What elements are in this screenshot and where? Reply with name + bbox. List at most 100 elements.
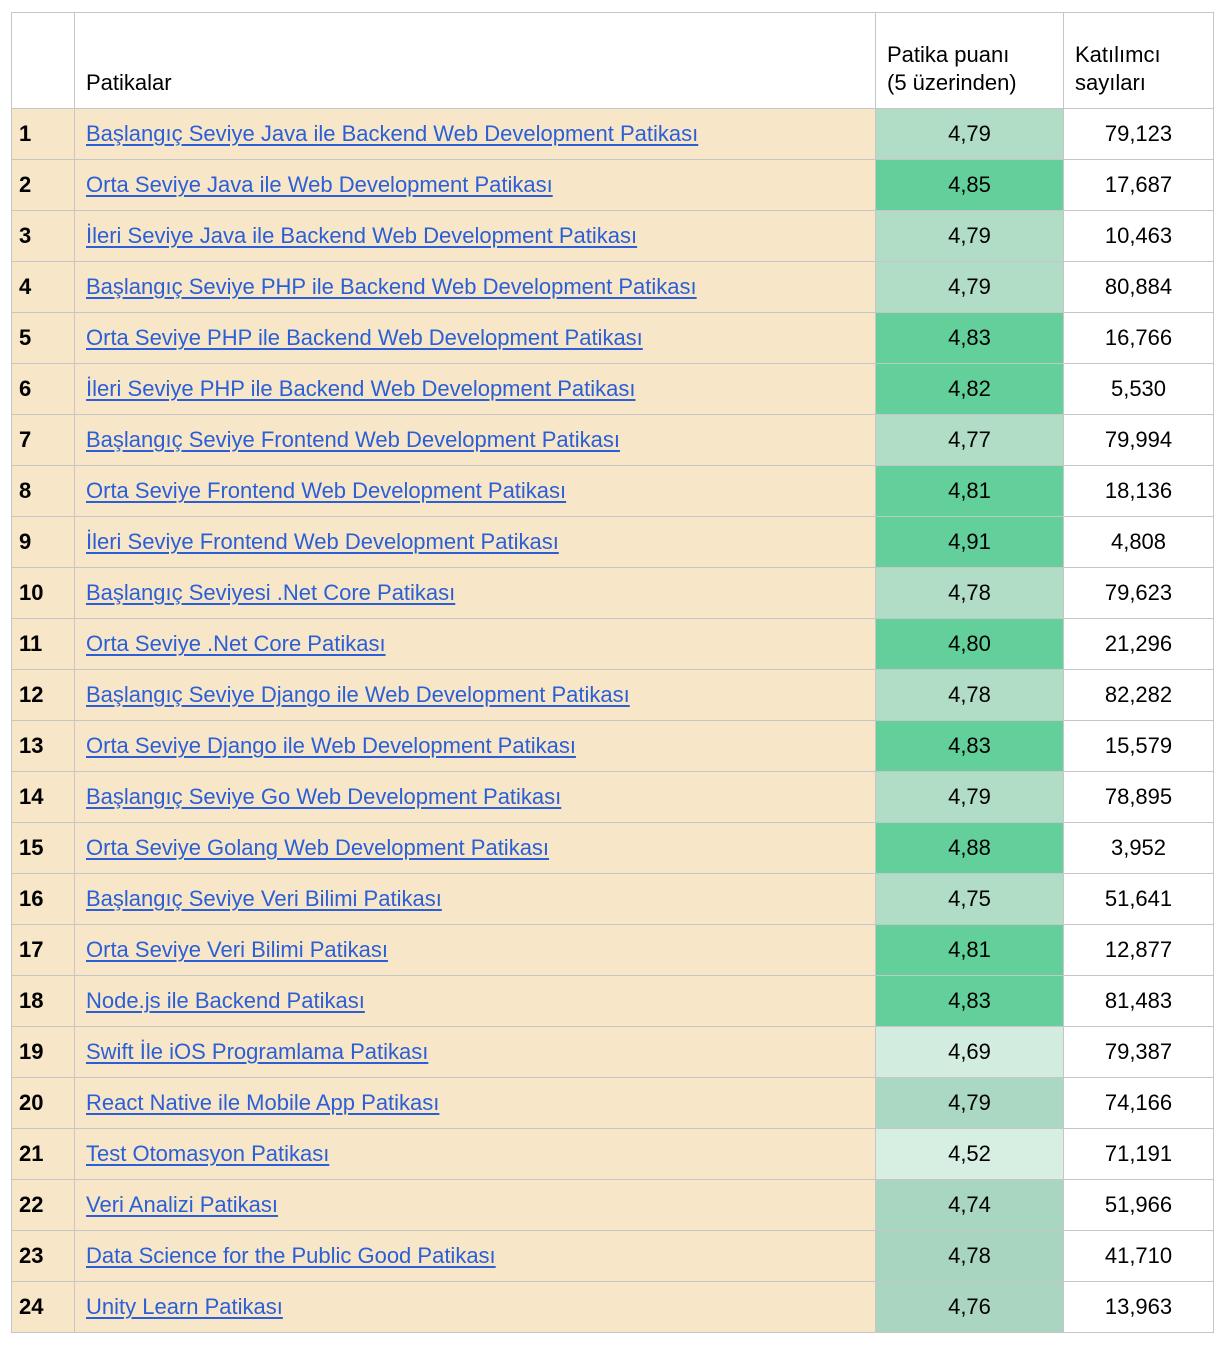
header-participants-line1: Katılımcı bbox=[1075, 42, 1161, 67]
path-link[interactable]: Orta Seviye Django ile Web Development P… bbox=[86, 733, 576, 758]
row-score: 4,79 bbox=[876, 1078, 1064, 1129]
row-title-cell: Swift İle iOS Programlama Patikası bbox=[75, 1027, 876, 1078]
table-body: 1 Başlangıç Seviye Java ile Backend Web … bbox=[12, 109, 1214, 1333]
row-score: 4,83 bbox=[876, 313, 1064, 364]
row-title-cell: Başlangıç Seviye Go Web Development Pati… bbox=[75, 772, 876, 823]
row-score: 4,81 bbox=[876, 466, 1064, 517]
table-row: 16 Başlangıç Seviye Veri Bilimi Patikası… bbox=[12, 874, 1214, 925]
path-link[interactable]: Başlangıç Seviye Veri Bilimi Patikası bbox=[86, 886, 442, 911]
row-participants: 81,483 bbox=[1064, 976, 1214, 1027]
path-link[interactable]: Orta Seviye PHP ile Backend Web Developm… bbox=[86, 325, 643, 350]
header-participants: Katılımcı sayıları bbox=[1064, 13, 1214, 109]
row-score: 4,52 bbox=[876, 1129, 1064, 1180]
path-link[interactable]: Başlangıç Seviye Django ile Web Developm… bbox=[86, 682, 630, 707]
table-row: 5 Orta Seviye PHP ile Backend Web Develo… bbox=[12, 313, 1214, 364]
row-score: 4,83 bbox=[876, 976, 1064, 1027]
path-link[interactable]: Orta Seviye Golang Web Development Patik… bbox=[86, 835, 549, 860]
row-rank: 16 bbox=[12, 874, 75, 925]
path-link[interactable]: Data Science for the Public Good Patikas… bbox=[86, 1243, 496, 1268]
row-rank: 5 bbox=[12, 313, 75, 364]
path-link[interactable]: Swift İle iOS Programlama Patikası bbox=[86, 1039, 428, 1064]
row-rank: 8 bbox=[12, 466, 75, 517]
header-score-line1: Patika puanı bbox=[887, 42, 1009, 67]
table-row: 9 İleri Seviye Frontend Web Development … bbox=[12, 517, 1214, 568]
row-rank: 20 bbox=[12, 1078, 75, 1129]
path-link[interactable]: Unity Learn Patikası bbox=[86, 1294, 283, 1319]
row-title-cell: Test Otomasyon Patikası bbox=[75, 1129, 876, 1180]
row-participants: 17,687 bbox=[1064, 160, 1214, 211]
row-rank: 3 bbox=[12, 211, 75, 262]
row-rank: 19 bbox=[12, 1027, 75, 1078]
row-score: 4,80 bbox=[876, 619, 1064, 670]
row-participants: 18,136 bbox=[1064, 466, 1214, 517]
row-rank: 1 bbox=[12, 109, 75, 160]
table-row: 11 Orta Seviye .Net Core Patikası 4,80 2… bbox=[12, 619, 1214, 670]
row-score: 4,82 bbox=[876, 364, 1064, 415]
row-title-cell: Başlangıç Seviye Java ile Backend Web De… bbox=[75, 109, 876, 160]
path-link[interactable]: İleri Seviye PHP ile Backend Web Develop… bbox=[86, 376, 635, 401]
row-title-cell: Orta Seviye Veri Bilimi Patikası bbox=[75, 925, 876, 976]
row-title-cell: Orta Seviye Django ile Web Development P… bbox=[75, 721, 876, 772]
table-row: 12 Başlangıç Seviye Django ile Web Devel… bbox=[12, 670, 1214, 721]
row-score: 4,78 bbox=[876, 568, 1064, 619]
table-row: 2 Orta Seviye Java ile Web Development P… bbox=[12, 160, 1214, 211]
path-link[interactable]: İleri Seviye Java ile Backend Web Develo… bbox=[86, 223, 637, 248]
path-link[interactable]: Başlangıç Seviye PHP ile Backend Web Dev… bbox=[86, 274, 697, 299]
row-participants: 13,963 bbox=[1064, 1282, 1214, 1333]
path-link[interactable]: Başlangıç Seviye Go Web Development Pati… bbox=[86, 784, 561, 809]
row-participants: 79,387 bbox=[1064, 1027, 1214, 1078]
row-rank: 4 bbox=[12, 262, 75, 313]
row-rank: 12 bbox=[12, 670, 75, 721]
row-participants: 82,282 bbox=[1064, 670, 1214, 721]
row-title-cell: Başlangıç Seviye Frontend Web Developmen… bbox=[75, 415, 876, 466]
path-link[interactable]: İleri Seviye Frontend Web Development Pa… bbox=[86, 529, 559, 554]
row-title-cell: Orta Seviye .Net Core Patikası bbox=[75, 619, 876, 670]
path-link[interactable]: Orta Seviye Java ile Web Development Pat… bbox=[86, 172, 553, 197]
row-participants: 21,296 bbox=[1064, 619, 1214, 670]
row-rank: 9 bbox=[12, 517, 75, 568]
path-link[interactable]: Node.js ile Backend Patikası bbox=[86, 988, 365, 1013]
row-score: 4,91 bbox=[876, 517, 1064, 568]
row-score: 4,75 bbox=[876, 874, 1064, 925]
table-row: 24 Unity Learn Patikası 4,76 13,963 bbox=[12, 1282, 1214, 1333]
path-link[interactable]: Veri Analizi Patikası bbox=[86, 1192, 278, 1217]
row-score: 4,88 bbox=[876, 823, 1064, 874]
path-link[interactable]: Başlangıç Seviye Java ile Backend Web De… bbox=[86, 121, 698, 146]
row-rank: 18 bbox=[12, 976, 75, 1027]
path-link[interactable]: Başlangıç Seviye Frontend Web Developmen… bbox=[86, 427, 620, 452]
row-participants: 80,884 bbox=[1064, 262, 1214, 313]
table-row: 18 Node.js ile Backend Patikası 4,83 81,… bbox=[12, 976, 1214, 1027]
row-title-cell: Data Science for the Public Good Patikas… bbox=[75, 1231, 876, 1282]
path-link[interactable]: Orta Seviye Veri Bilimi Patikası bbox=[86, 937, 388, 962]
row-title-cell: Orta Seviye PHP ile Backend Web Developm… bbox=[75, 313, 876, 364]
row-title-cell: Orta Seviye Golang Web Development Patik… bbox=[75, 823, 876, 874]
row-title-cell: Başlangıç Seviyesi .Net Core Patikası bbox=[75, 568, 876, 619]
path-link[interactable]: Test Otomasyon Patikası bbox=[86, 1141, 329, 1166]
row-rank: 15 bbox=[12, 823, 75, 874]
row-rank: 21 bbox=[12, 1129, 75, 1180]
path-link[interactable]: Başlangıç Seviyesi .Net Core Patikası bbox=[86, 580, 455, 605]
row-rank: 2 bbox=[12, 160, 75, 211]
row-participants: 4,808 bbox=[1064, 517, 1214, 568]
row-title-cell: Başlangıç Seviye PHP ile Backend Web Dev… bbox=[75, 262, 876, 313]
table-row: 10 Başlangıç Seviyesi .Net Core Patikası… bbox=[12, 568, 1214, 619]
row-rank: 23 bbox=[12, 1231, 75, 1282]
row-title-cell: Node.js ile Backend Patikası bbox=[75, 976, 876, 1027]
row-participants: 71,191 bbox=[1064, 1129, 1214, 1180]
table-row: 19 Swift İle iOS Programlama Patikası 4,… bbox=[12, 1027, 1214, 1078]
row-title-cell: İleri Seviye PHP ile Backend Web Develop… bbox=[75, 364, 876, 415]
paths-rating-sheet: Patikalar Patika puanı(5 üzerinden) Katı… bbox=[11, 12, 1213, 1333]
path-link[interactable]: React Native ile Mobile App Patikası bbox=[86, 1090, 439, 1115]
row-score: 4,79 bbox=[876, 109, 1064, 160]
header-rank-blank bbox=[12, 13, 75, 109]
table-row: 6 İleri Seviye PHP ile Backend Web Devel… bbox=[12, 364, 1214, 415]
path-link[interactable]: Orta Seviye Frontend Web Development Pat… bbox=[86, 478, 566, 503]
row-title-cell: Veri Analizi Patikası bbox=[75, 1180, 876, 1231]
row-rank: 6 bbox=[12, 364, 75, 415]
header-participants-line2: sayıları bbox=[1075, 70, 1146, 95]
header-patikalar: Patikalar bbox=[75, 13, 876, 109]
header-row: Patikalar Patika puanı(5 üzerinden) Katı… bbox=[12, 13, 1214, 109]
row-participants: 51,966 bbox=[1064, 1180, 1214, 1231]
row-score: 4,83 bbox=[876, 721, 1064, 772]
path-link[interactable]: Orta Seviye .Net Core Patikası bbox=[86, 631, 386, 656]
